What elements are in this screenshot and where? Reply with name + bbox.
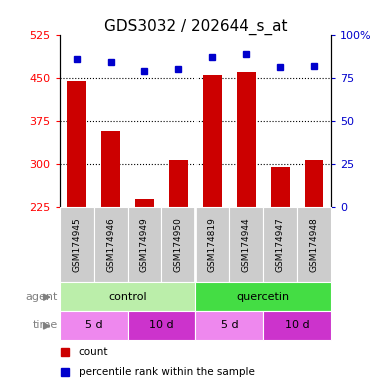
Bar	[229, 207, 263, 282]
Text: GSM174949: GSM174949	[140, 217, 149, 272]
Title: GDS3032 / 202644_s_at: GDS3032 / 202644_s_at	[104, 18, 287, 35]
Text: GSM174944: GSM174944	[242, 217, 251, 272]
Bar	[297, 207, 331, 282]
Text: GSM174947: GSM174947	[276, 217, 285, 272]
Text: GSM174950: GSM174950	[174, 217, 183, 272]
Text: 10 d: 10 d	[285, 320, 310, 331]
Text: 10 d: 10 d	[149, 320, 174, 331]
Text: count: count	[79, 347, 108, 357]
Text: time: time	[32, 320, 58, 331]
Bar	[263, 207, 297, 282]
Bar	[169, 160, 188, 207]
Bar	[195, 311, 263, 340]
Text: GSM174819: GSM174819	[208, 217, 217, 272]
Text: agent: agent	[25, 291, 58, 302]
Bar	[195, 282, 331, 311]
Text: GSM174945: GSM174945	[72, 217, 81, 272]
Text: percentile rank within the sample: percentile rank within the sample	[79, 367, 254, 377]
Bar	[60, 207, 94, 282]
Bar	[271, 167, 290, 207]
Bar	[135, 199, 154, 207]
Text: GSM174948: GSM174948	[310, 217, 319, 272]
Bar	[67, 81, 86, 207]
Text: 5 d: 5 d	[85, 320, 102, 331]
Text: GSM174946: GSM174946	[106, 217, 115, 272]
Bar	[127, 207, 161, 282]
Bar	[203, 75, 222, 207]
Bar	[94, 207, 127, 282]
Bar	[60, 311, 127, 340]
Text: quercetin: quercetin	[237, 291, 290, 302]
Bar	[305, 160, 323, 207]
Bar	[237, 72, 256, 207]
Bar	[127, 311, 195, 340]
Bar	[101, 131, 120, 207]
Text: 5 d: 5 d	[221, 320, 238, 331]
Bar	[195, 207, 229, 282]
Text: control: control	[108, 291, 147, 302]
Bar	[263, 311, 331, 340]
Bar	[161, 207, 195, 282]
Bar	[60, 282, 195, 311]
